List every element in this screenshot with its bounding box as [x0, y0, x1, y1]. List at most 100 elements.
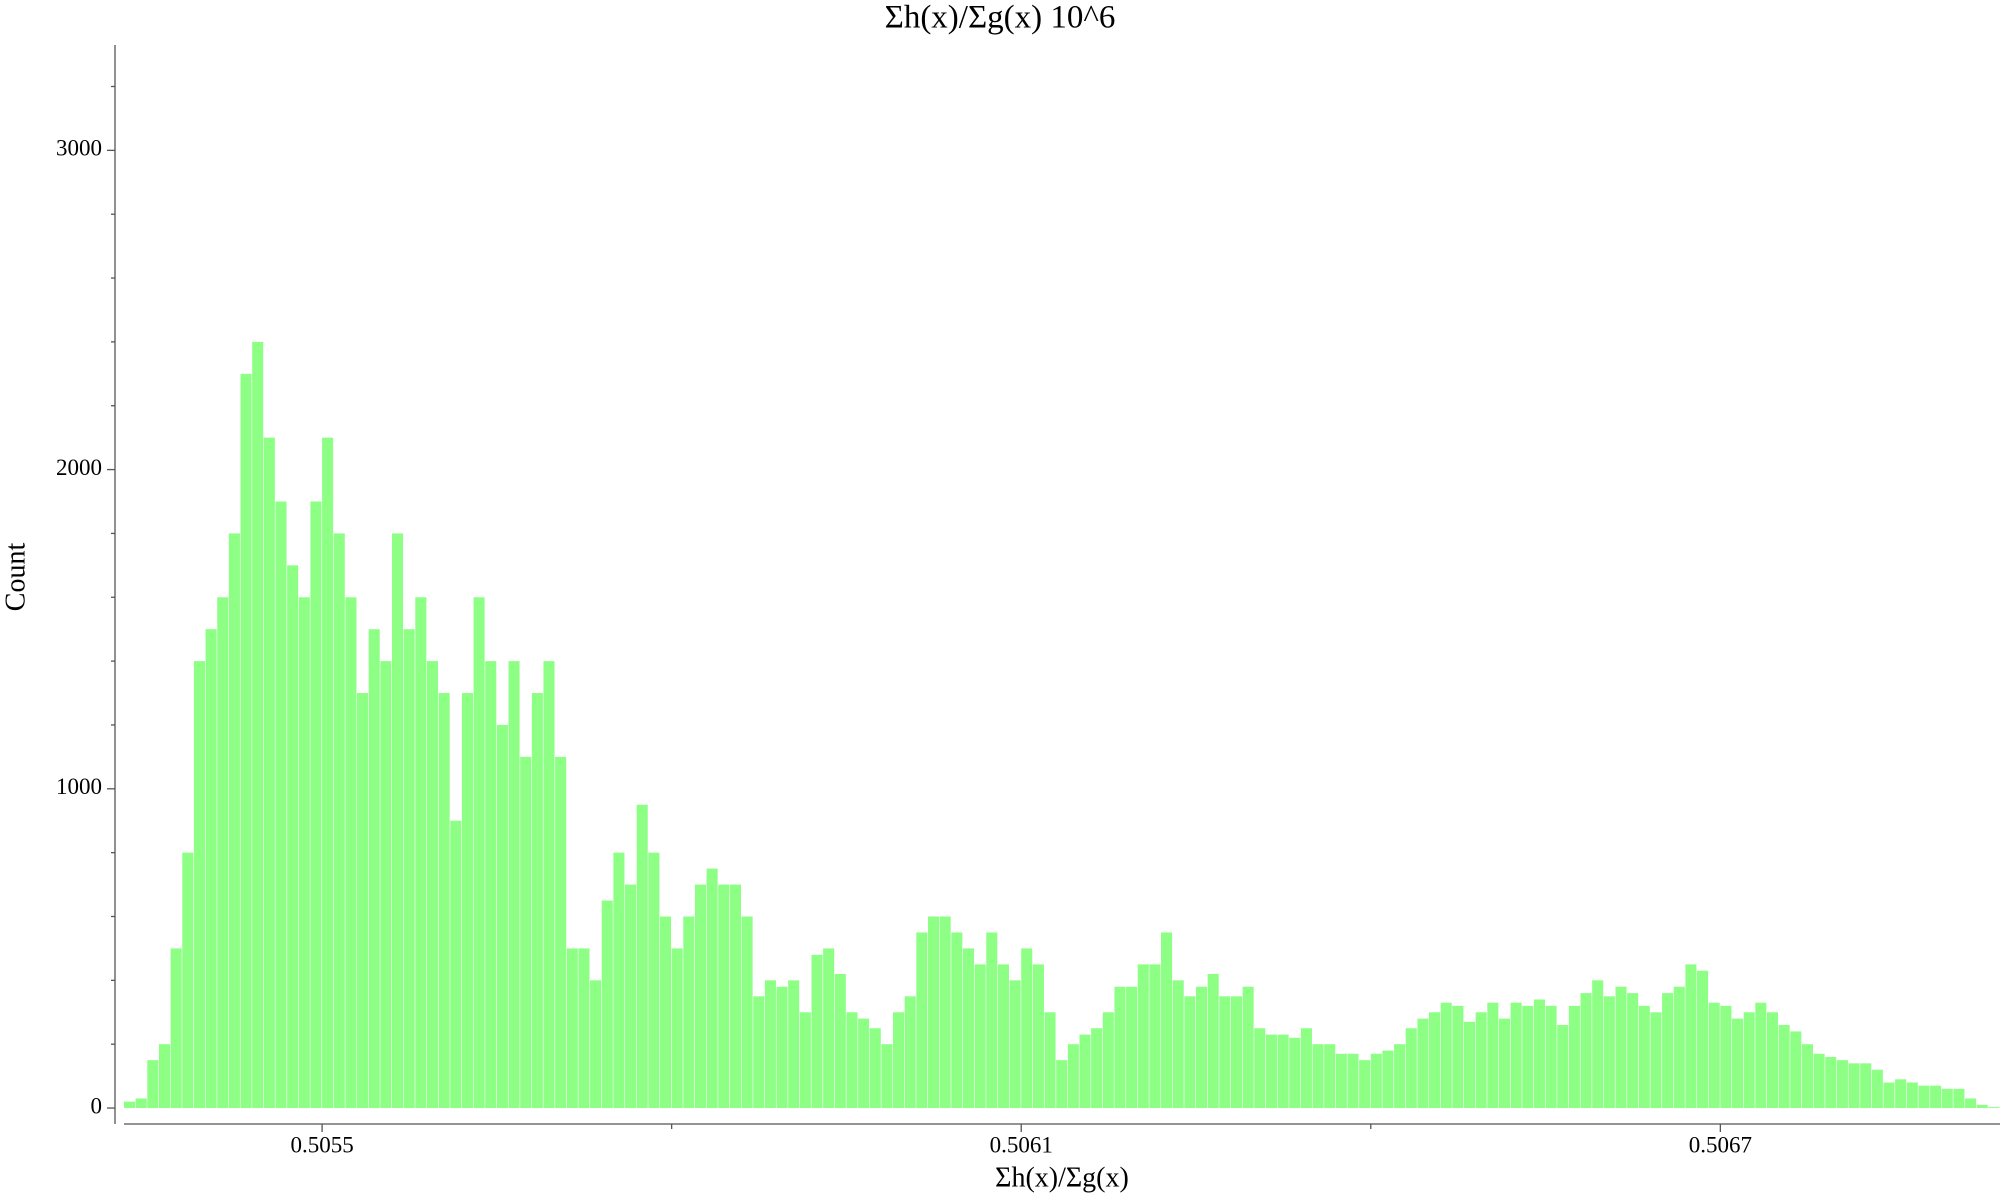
bar — [1510, 1002, 1522, 1109]
bar — [893, 1012, 905, 1109]
bar — [193, 661, 205, 1109]
bar — [1114, 986, 1126, 1109]
bar — [1580, 993, 1592, 1109]
bar — [1883, 1082, 1895, 1109]
bar — [1720, 1005, 1732, 1109]
bar — [834, 973, 846, 1109]
bar — [729, 884, 741, 1109]
y-tick-label: 1000 — [56, 774, 102, 799]
bar — [345, 597, 357, 1109]
bar — [310, 501, 322, 1109]
bar — [1592, 980, 1604, 1109]
bar — [158, 1044, 171, 1109]
bar — [1137, 964, 1149, 1109]
bar — [648, 852, 660, 1109]
bar — [496, 724, 508, 1109]
bar — [928, 916, 940, 1109]
bar — [1347, 1053, 1359, 1109]
bar — [1685, 964, 1697, 1109]
bar — [1778, 1025, 1790, 1109]
bar — [1673, 986, 1685, 1109]
bar — [1184, 996, 1196, 1109]
bar — [531, 693, 543, 1109]
bar — [1801, 1044, 1813, 1109]
bar — [1498, 1018, 1511, 1109]
bar — [1382, 1050, 1394, 1109]
bar — [1790, 1031, 1802, 1109]
bar — [1254, 1028, 1266, 1109]
bar — [1487, 1002, 1499, 1109]
bar — [858, 1018, 870, 1109]
bar — [1895, 1079, 1907, 1109]
bar — [1091, 1028, 1103, 1109]
bar — [788, 980, 800, 1109]
bar — [1697, 970, 1709, 1109]
bar — [1126, 986, 1138, 1109]
bar — [485, 661, 497, 1109]
bar — [683, 916, 695, 1109]
bar — [135, 1098, 147, 1109]
bar — [660, 916, 672, 1109]
bar — [205, 629, 217, 1109]
bar — [1079, 1034, 1091, 1109]
bar — [1755, 1002, 1767, 1109]
bar — [694, 884, 707, 1109]
bar — [1300, 1028, 1312, 1109]
bar — [555, 756, 567, 1109]
bar — [951, 932, 963, 1109]
bar — [1009, 980, 1021, 1109]
bar — [1708, 1002, 1720, 1109]
bar — [764, 980, 776, 1109]
bar — [1335, 1053, 1347, 1109]
bar — [1405, 1028, 1417, 1109]
bar — [228, 533, 240, 1109]
bar — [636, 804, 648, 1109]
y-axis-title: Count — [0, 543, 31, 612]
bar — [415, 597, 427, 1109]
bar — [1230, 996, 1243, 1109]
bar — [1475, 1012, 1487, 1109]
bar — [916, 932, 928, 1109]
bar — [671, 948, 683, 1109]
y-tick-label: 0 — [91, 1093, 103, 1118]
bar — [1149, 964, 1161, 1109]
bar — [1836, 1060, 1848, 1109]
bar — [1533, 999, 1545, 1109]
bar — [275, 501, 287, 1109]
bar — [1568, 1005, 1580, 1109]
bar — [1056, 1060, 1068, 1109]
bar — [1394, 1044, 1406, 1109]
bar — [298, 597, 310, 1109]
bar — [473, 597, 485, 1109]
bar — [426, 661, 439, 1109]
x-axis-title: Σh(x)/Σg(x) — [995, 1162, 1129, 1193]
bar — [1650, 1012, 1662, 1109]
bar — [1603, 996, 1615, 1109]
bar — [904, 996, 916, 1109]
bar — [1522, 1005, 1534, 1109]
bar — [974, 964, 986, 1109]
bar — [508, 661, 520, 1109]
bar — [566, 948, 578, 1109]
bar — [147, 1060, 159, 1109]
bar — [1615, 986, 1627, 1109]
bar — [543, 661, 555, 1109]
bar — [1242, 986, 1254, 1109]
bar — [869, 1028, 881, 1109]
bar — [1743, 1012, 1755, 1109]
bar — [461, 693, 473, 1109]
bar — [1044, 1012, 1056, 1109]
bar — [578, 948, 590, 1109]
bar — [438, 693, 450, 1109]
bar — [1766, 1012, 1779, 1109]
bar — [776, 986, 788, 1109]
bar — [520, 756, 532, 1109]
bar — [997, 964, 1009, 1109]
bar — [753, 996, 765, 1109]
bar — [1219, 996, 1231, 1109]
bar — [590, 980, 602, 1109]
bar — [392, 533, 404, 1109]
bar — [986, 932, 998, 1109]
bar — [333, 533, 345, 1109]
bar — [252, 341, 264, 1109]
